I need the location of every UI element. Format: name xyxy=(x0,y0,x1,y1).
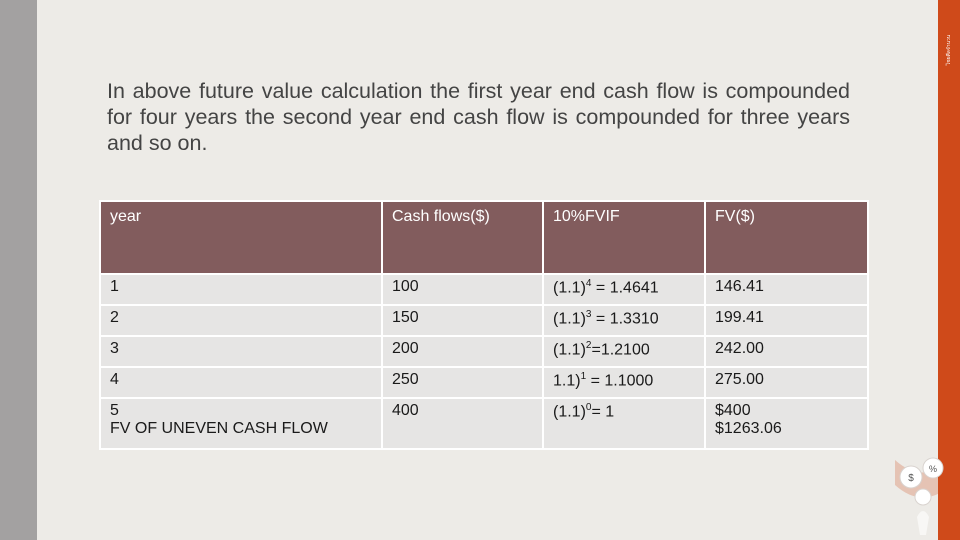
money-funnel-decoration: $ % xyxy=(895,457,951,535)
cell-cash: 400 xyxy=(381,397,544,450)
body-paragraph: In above future value calculation the fi… xyxy=(107,79,850,155)
cell-year: 2 xyxy=(99,304,383,337)
cell-fv: 242.00 xyxy=(704,335,869,368)
future-value-table: year Cash flows($) 10%FVIF FV($) 1 100 (… xyxy=(99,200,869,450)
cell-fv: 275.00 xyxy=(704,366,869,399)
total-value: $1263.06 xyxy=(715,420,782,437)
funnel-spout xyxy=(917,511,929,535)
cell-year: 3 xyxy=(99,335,383,368)
left-sidebar-bar xyxy=(0,0,37,540)
right-accent-bar xyxy=(938,0,960,540)
table-row: 5 FV OF UNEVEN CASH FLOW 400 (1.1)0= 1 $4… xyxy=(99,397,869,450)
small-coin-icon xyxy=(914,488,932,506)
cell-fvif: (1.1)0= 1 xyxy=(542,397,706,450)
header-fv: FV($) xyxy=(704,200,869,275)
header-fvif: 10%FVIF xyxy=(542,200,706,275)
percent-coin-icon xyxy=(922,457,944,479)
vertical-side-label: ไชยศีลจำนวน xyxy=(938,20,960,80)
header-year: year xyxy=(99,200,383,275)
table-row: 3 200 (1.1)2=1.2100 242.00 xyxy=(99,335,869,368)
cell-cash: 100 xyxy=(381,273,544,306)
cell-fvif: (1.1)3 = 1.3310 xyxy=(542,304,706,337)
cell-fv: 146.41 xyxy=(704,273,869,306)
cell-year: 1 xyxy=(99,273,383,306)
side-label-text: ไชยศีลจำนวน xyxy=(946,34,952,66)
percent-glyph: % xyxy=(929,464,937,474)
cell-cash: 200 xyxy=(381,335,544,368)
cell-fvif: 1.1)1 = 1.1000 xyxy=(542,366,706,399)
cell-cash: 250 xyxy=(381,366,544,399)
table-row: 4 250 1.1)1 = 1.1000 275.00 xyxy=(99,366,869,399)
dollar-glyph: $ xyxy=(908,473,914,484)
cell-cash: 150 xyxy=(381,304,544,337)
table-row: 1 100 (1.1)4 = 1.4641 146.41 xyxy=(99,273,869,306)
cell-year: 5 FV OF UNEVEN CASH FLOW xyxy=(99,397,383,450)
cell-year: 4 xyxy=(99,366,383,399)
table-row: 2 150 (1.1)3 = 1.3310 199.41 xyxy=(99,304,869,337)
cell-fvif: (1.1)4 = 1.4641 xyxy=(542,273,706,306)
dollar-coin-icon xyxy=(899,465,923,489)
cell-fv: $400 $1263.06 xyxy=(704,397,869,450)
header-cash-flows: Cash flows($) xyxy=(381,200,544,275)
cell-fv: 199.41 xyxy=(704,304,869,337)
cell-fvif: (1.1)2=1.2100 xyxy=(542,335,706,368)
table-header-row: year Cash flows($) 10%FVIF FV($) xyxy=(99,200,869,275)
total-label: FV OF UNEVEN CASH FLOW xyxy=(110,420,328,437)
